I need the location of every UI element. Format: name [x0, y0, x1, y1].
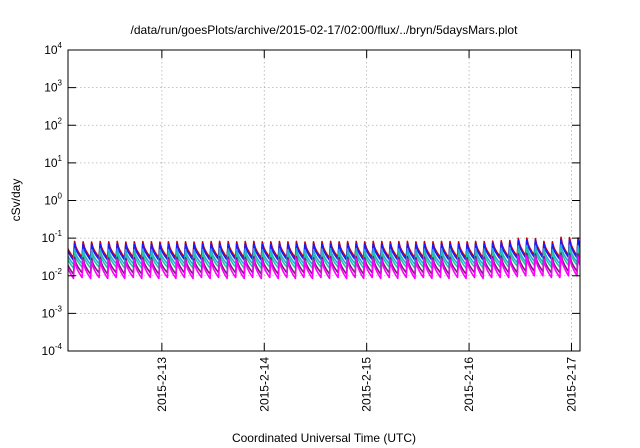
x-axis: 2015-2-13 2015-2-14 2015-2-15 2015-2-16 2015… — [155, 50, 578, 412]
x-axis-label: Coordinated Universal Time (UTC) — [232, 431, 416, 445]
x-tick-label: 2015-2-14 — [257, 357, 271, 412]
y-tick-label: 10-4 — [42, 342, 63, 358]
y-tick-label: 10-3 — [42, 304, 63, 320]
grid — [68, 49, 580, 352]
x-tick-label: 2015-2-16 — [462, 357, 476, 412]
chart-title: /data/run/goesPlots/archive/2015-02-17/0… — [131, 23, 519, 37]
y-tick-label: 10-2 — [42, 267, 63, 283]
x-tick-label: 2015-2-15 — [360, 357, 374, 412]
y-tick-label: 101 — [44, 154, 62, 170]
x-tick-label: 2015-2-17 — [564, 357, 578, 412]
series-layer — [68, 236, 580, 280]
y-tick-label: 102 — [44, 116, 62, 132]
y-tick-label: 103 — [44, 79, 62, 95]
x-tick-label: 2015-2-13 — [155, 357, 169, 412]
series-line — [68, 254, 580, 280]
y-tick-label: 104 — [44, 41, 62, 57]
y-tick-label: 10-1 — [42, 229, 63, 245]
y-tick-label: 100 — [44, 192, 62, 208]
y-axis-label: cSv/day — [9, 179, 23, 222]
y-axis: 104 103 102 101 100 10-1 10-2 10-3 10-4 — [42, 41, 580, 358]
